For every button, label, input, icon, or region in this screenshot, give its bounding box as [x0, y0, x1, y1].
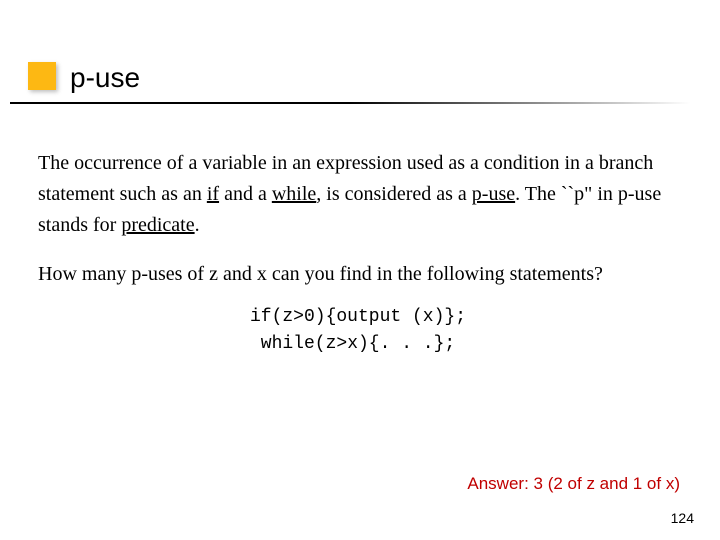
slide-body: The occurrence of a variable in an expre…: [38, 148, 678, 364]
code-line: if(z>0){output (x)};: [38, 304, 678, 331]
question-paragraph: How many p-uses of z and x can you find …: [38, 259, 678, 290]
keyword-predicate: predicate: [121, 214, 194, 236]
definition-paragraph: The occurrence of a variable in an expre…: [38, 148, 678, 241]
keyword-if: if: [207, 183, 219, 205]
text-fragment: , is considered as a: [316, 183, 472, 205]
slide: p-use The occurrence of a variable in an…: [0, 0, 720, 540]
text-fragment: and a: [219, 183, 272, 205]
title-accent-box: [28, 62, 56, 90]
code-line: while(z>x){. . .};: [38, 331, 678, 358]
keyword-while: while: [272, 183, 316, 205]
slide-header: p-use: [0, 0, 720, 110]
answer-text: Answer: 3 (2 of z and 1 of x): [467, 474, 680, 494]
keyword-puse: p-use: [472, 183, 515, 205]
title-underline: [10, 102, 350, 104]
text-fragment: .: [195, 214, 200, 236]
page-number: 124: [671, 510, 694, 526]
slide-title: p-use: [70, 62, 140, 94]
code-block: if(z>0){output (x)}; while(z>x){. . .};: [38, 304, 678, 358]
